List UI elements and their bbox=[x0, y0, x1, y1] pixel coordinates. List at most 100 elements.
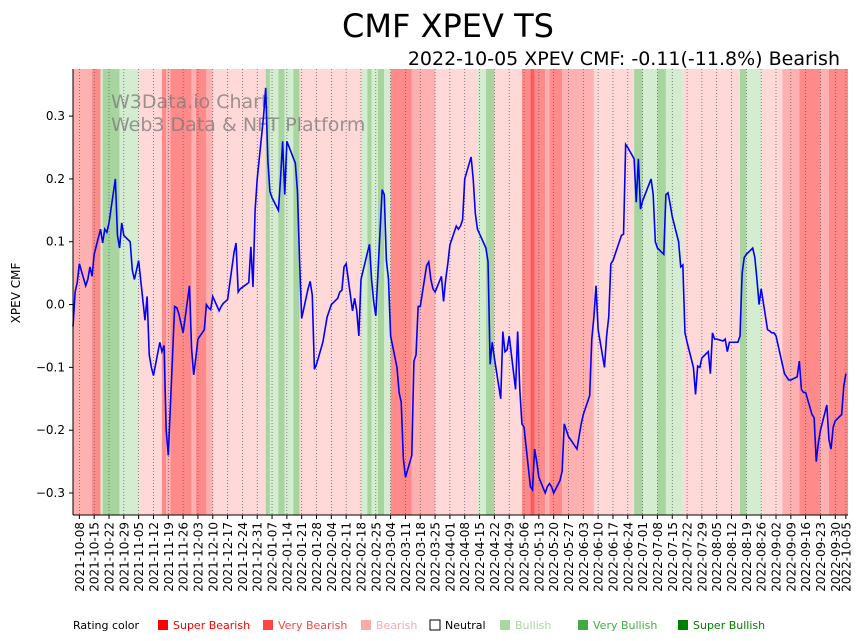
y-tick-label: 0.1 bbox=[46, 235, 65, 249]
rating-band bbox=[119, 69, 139, 515]
watermark-line-2: Web3 Data & NFT Platform bbox=[111, 114, 365, 136]
legend-entry: Bullish bbox=[500, 619, 551, 632]
legend-entry: Super Bullish bbox=[678, 619, 765, 632]
x-tick-label: 2022-06-24 bbox=[621, 522, 635, 592]
x-tick-label: 2022-10-05 bbox=[839, 522, 853, 592]
x-tick-label: 2022-08-12 bbox=[725, 522, 739, 592]
rating-band bbox=[534, 69, 546, 515]
x-tick-label: 2022-08-05 bbox=[710, 522, 724, 592]
x-tick-label: 2022-01-07 bbox=[266, 522, 280, 592]
x-tick-label: 2022-05-06 bbox=[518, 522, 532, 592]
x-axis-ticks: 2021-10-08 2021-10-15 2021-10-22 2021-10-29… bbox=[73, 515, 853, 592]
x-tick-label: 2022-05-20 bbox=[547, 522, 561, 592]
y-tick-label: −0.2 bbox=[36, 423, 65, 437]
y-axis-ticks: −0.3 −0.2 −0.1 0.0 0.1 0.2 0.3 bbox=[36, 109, 73, 500]
x-tick-label: 2022-01-28 bbox=[310, 522, 324, 592]
legend-swatch bbox=[578, 620, 588, 630]
x-tick-label: 2022-07-01 bbox=[636, 522, 650, 592]
axes bbox=[72, 69, 848, 516]
legend-entry: Super Bearish bbox=[158, 619, 250, 632]
x-tick-label: 2022-09-30 bbox=[829, 522, 843, 592]
x-tick-label: 2021-10-15 bbox=[88, 522, 102, 592]
rating-band bbox=[642, 69, 658, 515]
x-tick-label: 2021-12-03 bbox=[191, 522, 205, 592]
rating-band bbox=[191, 69, 196, 515]
rating-band bbox=[562, 69, 594, 515]
watermark: W3Data.io Chart Web3 Data & NFT Platform bbox=[111, 91, 365, 136]
rating-band bbox=[435, 69, 478, 515]
watermark-line-1: W3Data.io Chart bbox=[111, 91, 268, 113]
x-tick-label: 2022-09-16 bbox=[799, 522, 813, 592]
x-tick-label: 2022-09-09 bbox=[784, 522, 798, 592]
x-tick-label: 2022-02-18 bbox=[354, 522, 368, 592]
rating-band bbox=[390, 69, 412, 515]
legend-label: Neutral bbox=[445, 619, 486, 632]
y-tick-label: −0.1 bbox=[36, 360, 65, 374]
x-tick-label: 2022-07-15 bbox=[666, 522, 680, 592]
legend-swatch bbox=[263, 620, 273, 630]
rating-band bbox=[269, 69, 279, 515]
rating-band bbox=[740, 69, 747, 515]
chart-title: CMF XPEV TS bbox=[342, 7, 554, 45]
legend-swatch bbox=[678, 620, 688, 630]
rating-band bbox=[477, 69, 486, 515]
rating-band bbox=[761, 69, 783, 515]
x-tick-label: 2022-03-18 bbox=[414, 522, 428, 592]
rating-band bbox=[799, 69, 821, 515]
legend-label: Bearish bbox=[376, 619, 417, 632]
grid-lines bbox=[79, 69, 847, 515]
rating-band bbox=[746, 69, 762, 515]
x-tick-label: 2022-02-11 bbox=[340, 522, 354, 592]
x-tick-label: 2022-08-26 bbox=[755, 522, 769, 592]
x-tick-label: 2021-11-26 bbox=[177, 522, 191, 592]
x-tick-label: 2021-10-08 bbox=[73, 522, 87, 592]
x-tick-label: 2021-11-05 bbox=[132, 522, 146, 592]
rating-band bbox=[411, 69, 436, 515]
rating-band bbox=[195, 69, 207, 515]
x-tick-label: 2022-02-25 bbox=[369, 522, 383, 592]
x-tick-label: 2021-12-17 bbox=[221, 522, 235, 592]
x-tick-label: 2022-06-03 bbox=[577, 522, 591, 592]
x-tick-label: 2022-04-15 bbox=[473, 522, 487, 592]
x-tick-label: 2022-01-21 bbox=[295, 522, 309, 592]
rating-band bbox=[360, 69, 368, 515]
rating-band bbox=[549, 69, 563, 515]
rating-band bbox=[293, 69, 300, 515]
rating-band bbox=[682, 69, 741, 515]
x-tick-label: 2021-10-22 bbox=[103, 522, 117, 592]
rating-band bbox=[593, 69, 635, 515]
y-axis-label: XPEV CMF bbox=[9, 263, 23, 324]
rating-band bbox=[100, 69, 103, 515]
x-tick-label: 2022-09-02 bbox=[770, 522, 784, 592]
legend-title: Rating color bbox=[73, 619, 140, 632]
rating-band bbox=[494, 69, 522, 515]
x-tick-label: 2022-03-11 bbox=[399, 522, 413, 592]
rating-band bbox=[161, 69, 167, 515]
rating-band bbox=[521, 69, 531, 515]
legend-entry: Neutral bbox=[429, 619, 486, 632]
rating-band bbox=[73, 69, 93, 515]
y-tick-label: 0.3 bbox=[46, 109, 65, 123]
rating-band bbox=[170, 69, 192, 515]
x-tick-label: 2022-04-08 bbox=[458, 522, 472, 592]
y-tick-label: 0.2 bbox=[46, 172, 65, 186]
x-tick-label: 2022-03-04 bbox=[384, 522, 398, 592]
legend-label: Bullish bbox=[515, 619, 551, 632]
x-tick-label: 2022-08-19 bbox=[740, 522, 754, 592]
x-tick-label: 2022-01-14 bbox=[280, 522, 294, 592]
rating-band bbox=[377, 69, 385, 515]
rating-band bbox=[212, 69, 266, 515]
legend-swatch bbox=[361, 620, 371, 630]
rating-band bbox=[371, 69, 378, 515]
rating-band bbox=[265, 69, 270, 515]
x-tick-label: 2022-02-04 bbox=[325, 522, 339, 592]
rating-band bbox=[657, 69, 666, 515]
legend: Rating color Super Bearish Very Bearish Be… bbox=[73, 619, 765, 632]
legend-swatch bbox=[500, 620, 510, 630]
x-tick-label: 2022-09-23 bbox=[814, 522, 828, 592]
x-tick-label: 2022-03-25 bbox=[429, 522, 443, 592]
rating-band bbox=[284, 69, 294, 515]
y-tick-label: 0.0 bbox=[46, 298, 65, 312]
rating-band bbox=[485, 69, 495, 515]
x-tick-label: 2022-07-29 bbox=[695, 522, 709, 592]
